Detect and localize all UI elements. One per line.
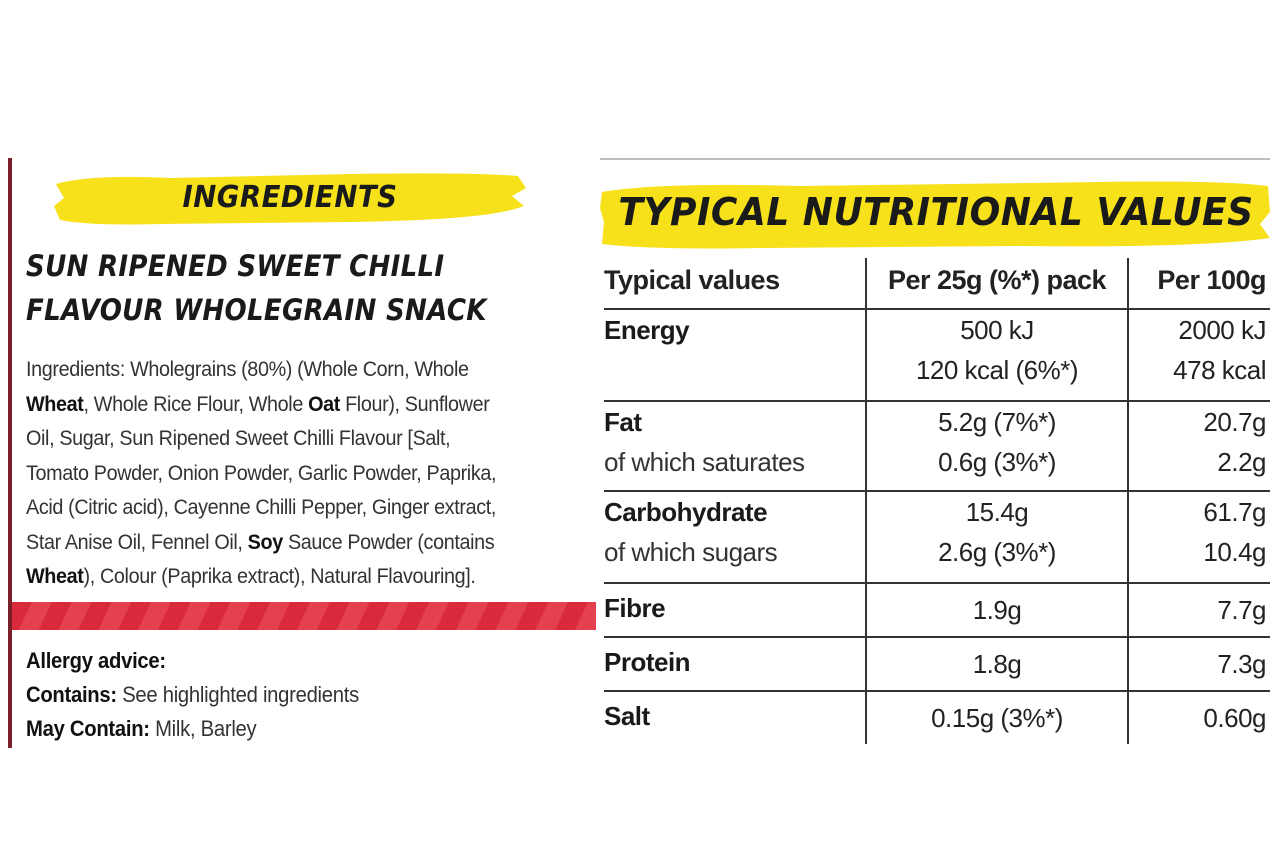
nutrient-value: 10.4g <box>1203 537 1266 567</box>
ingredients-line: Star Anise Oil, Fennel Oil, Soy Sauce Po… <box>26 525 596 560</box>
ingredients-line: Wheat, Whole Rice Flour, Whole Oat Flour… <box>26 387 596 422</box>
nutrient-value: 2000 kJ <box>1178 315 1266 345</box>
may-contain-label: May Contain: <box>26 716 150 741</box>
nutrient-value: 2.2g <box>1217 447 1266 477</box>
table-header-row: Typical values Per 25g (%*) pack Per 100… <box>604 258 1270 310</box>
nutrient-name: Protein <box>604 647 691 677</box>
ingredients-text-segment: Acid (Citric acid), Cayenne Chilli Peppe… <box>26 495 497 519</box>
nutrient-label-cell: Energy <box>604 309 866 402</box>
nutrient-label-cell: Fibre <box>604 583 866 638</box>
table-row: Protein 1.8g 7.3g <box>604 637 1270 692</box>
column-header: Typical values <box>604 258 866 310</box>
nutrient-label-cell: Salt <box>604 691 866 744</box>
ingredients-text-segment: Sauce Powder (contains <box>282 529 495 554</box>
nutrient-value: 20.7g <box>1203 407 1266 437</box>
per-pack-cell: 1.9g <box>865 583 1128 638</box>
column-header: Per 100g <box>1127 258 1270 310</box>
nutrient-value: 500 kJ <box>960 315 1034 345</box>
product-title: SUN RIPENED SWEET CHILLI FLAVOUR WHOLEGR… <box>26 244 530 332</box>
nutrient-value: 478 kcal <box>1173 355 1266 385</box>
brush-stroke-shape <box>54 173 526 225</box>
per-pack-cell: 0.15g (3%*) <box>865 691 1128 744</box>
allergen-highlight: Wheat <box>26 564 84 588</box>
per-100g-cell: 7.7g <box>1127 583 1270 638</box>
table-row: Salt 0.15g (3%*) 0.60g <box>604 691 1270 744</box>
per-pack-cell: 15.4g 2.6g (3%*) <box>865 491 1128 584</box>
ingredients-text-segment: Oil, Sugar, Sun Ripened Sweet Chilli Fla… <box>26 426 451 450</box>
nutrient-value: 2.6g (3%*) <box>938 537 1056 567</box>
per-100g-cell: 2000 kJ 478 kcal <box>1127 309 1270 402</box>
ingredients-text-segment: Flour), Sunflower <box>339 391 490 416</box>
nutrient-value: 61.7g <box>1203 497 1266 527</box>
nutrient-name: Salt <box>604 701 650 731</box>
nutrient-value: 7.3g <box>1217 649 1266 679</box>
nutrient-name: Fibre <box>604 593 666 623</box>
allergy-advice: Allergy advice: Contains: See highlighte… <box>26 644 550 746</box>
table-row: Energy 500 kJ 120 kcal (6%*) 2000 kJ 478 kca… <box>604 309 1270 402</box>
ingredients-line: Ingredients: Wholegrains (80%) (Whole Co… <box>26 352 596 387</box>
nutrient-name: Energy <box>604 315 690 345</box>
nutrient-value: 5.2g (7%*) <box>938 407 1056 437</box>
nutrient-value: 7.7g <box>1217 595 1266 625</box>
ingredients-line: Wheat), Colour (Paprika extract), Natura… <box>26 559 596 594</box>
per-100g-cell: 61.7g 10.4g <box>1127 491 1270 584</box>
ingredients-text-segment: Star Anise Oil, Fennel Oil, <box>26 529 248 554</box>
per-pack-cell: 500 kJ 120 kcal (6%*) <box>865 309 1128 402</box>
nutrient-value: 1.8g <box>972 649 1022 679</box>
nutrient-label-cell: Fat of which saturates <box>604 401 866 492</box>
allergy-heading: Allergy advice: <box>26 648 166 673</box>
ingredients-panel: INGREDIENTS SUN RIPENED SWEET CHILLI FLA… <box>0 158 600 748</box>
contains-value: See highlighted ingredients <box>116 682 359 707</box>
ingredients-text-segment: Ingredients: Wholegrains (80%) (Whole Co… <box>26 357 469 381</box>
per-100g-cell: 7.3g <box>1127 637 1270 692</box>
product-title-line: FLAVOUR WHOLEGRAIN SNACK <box>26 293 487 327</box>
nutrition-heading: TYPICAL NUTRITIONAL VALUES <box>618 190 1254 234</box>
allergen-highlight: Wheat <box>26 391 84 416</box>
nutrient-value: 0.6g (3%*) <box>938 447 1056 477</box>
ingredients-heading: INGREDIENTS <box>182 180 398 215</box>
nutrient-value: 0.60g <box>1203 703 1266 733</box>
nutrient-name: Carbohydrate <box>604 497 768 527</box>
contains-label: Contains: <box>26 682 117 707</box>
brush-stroke-shape <box>600 181 1270 249</box>
nutrient-subname: of which sugars <box>604 537 778 567</box>
per-pack-cell: 1.8g <box>865 637 1128 692</box>
table-row: Carbohydrate of which sugars 15.4g 2.6g (3%… <box>604 491 1270 584</box>
ingredients-line: Tomato Powder, Onion Powder, Garlic Powd… <box>26 456 596 491</box>
panel-top-border <box>600 158 1270 160</box>
ingredients-text-segment: ), Colour (Paprika extract), Natural Fla… <box>83 564 476 588</box>
may-contain-value: Milk, Barley <box>149 716 257 741</box>
nutrient-value: 120 kcal (6%*) <box>915 355 1079 385</box>
nutrient-name: Fat <box>604 407 642 437</box>
ingredients-text-segment: , Whole Rice Flour, Whole <box>83 391 309 416</box>
table-row: Fat of which saturates 5.2g (7%*) 0.6g (3%*… <box>604 401 1270 492</box>
nutrient-label-cell: Protein <box>604 637 866 692</box>
allergen-highlight: Oat <box>308 391 340 416</box>
per-100g-cell: 0.60g <box>1127 691 1270 744</box>
product-title-line: SUN RIPENED SWEET CHILLI <box>26 249 445 283</box>
ingredients-list: Ingredients: Wholegrains (80%) (Whole Co… <box>26 352 596 594</box>
nutrition-table: Typical values Per 25g (%*) pack Per 100… <box>604 258 1270 744</box>
nutrient-value: 15.4g <box>965 497 1029 527</box>
nutrient-value: 1.9g <box>972 595 1022 625</box>
ingredients-line: Acid (Citric acid), Cayenne Chilli Peppe… <box>26 490 596 525</box>
per-100g-cell: 20.7g 2.2g <box>1127 401 1270 492</box>
nutrient-subname: of which saturates <box>604 447 805 477</box>
ingredients-line: Oil, Sugar, Sun Ripened Sweet Chilli Fla… <box>26 421 596 456</box>
nutrition-banner: TYPICAL NUTRITIONAL VALUES <box>600 172 1272 252</box>
per-pack-cell: 5.2g (7%*) 0.6g (3%*) <box>865 401 1128 492</box>
column-header: Per 25g (%*) pack <box>865 258 1128 310</box>
decorative-stripe <box>12 602 596 630</box>
ingredients-text-segment: Tomato Powder, Onion Powder, Garlic Powd… <box>26 460 497 485</box>
nutrition-panel: TYPICAL NUTRITIONAL VALUES Typical value… <box>600 158 1272 744</box>
ingredients-banner: INGREDIENTS <box>50 166 530 230</box>
nutrient-label-cell: Carbohydrate of which sugars <box>604 491 866 584</box>
allergen-highlight: Soy <box>247 529 284 554</box>
panel-left-border <box>8 158 12 748</box>
table-row: Fibre 1.9g 7.7g <box>604 583 1270 638</box>
nutrient-value: 0.15g (3%*) <box>931 703 1063 733</box>
